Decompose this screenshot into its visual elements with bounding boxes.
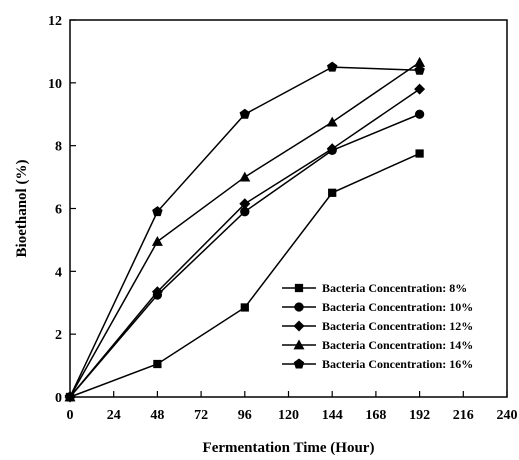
- x-tick-label: 216: [453, 408, 474, 423]
- x-tick-label: 144: [322, 408, 343, 423]
- data-point-s4-2: [151, 235, 163, 246]
- legend-label-1: Bacteria Concentration: 8%: [322, 281, 467, 295]
- data-point-s1-5: [415, 149, 424, 158]
- data-point-s2-5: [414, 109, 425, 119]
- data-point-s2-3: [240, 206, 250, 217]
- data-point-s5-1: [64, 391, 76, 402]
- data-point-s5-4: [326, 61, 338, 72]
- data-point-s1-3: [240, 303, 249, 312]
- legend-label-3: Bacteria Concentration: 12%: [322, 319, 473, 333]
- y-tick-label: 12: [48, 14, 62, 29]
- y-tick-label: 10: [48, 77, 62, 92]
- y-tick-label: 8: [55, 140, 62, 155]
- legend-label-4: Bacteria Concentration: 14%: [322, 338, 473, 352]
- data-point-s3-5: [414, 83, 426, 95]
- x-tick-label: 0: [67, 408, 74, 423]
- data-point-s4-3: [239, 171, 251, 182]
- legend-marker-1: [294, 283, 304, 293]
- data-point-s1-4: [328, 188, 337, 197]
- data-point-s3-4: [326, 143, 338, 155]
- data-point-s3-3: [239, 198, 251, 210]
- legend-marker-3: [293, 320, 305, 332]
- legend-label-5: Bacteria Concentration: 16%: [322, 357, 473, 371]
- x-tick-label: 24: [107, 408, 121, 423]
- series-markers: [64, 56, 426, 403]
- data-point-s4-4: [326, 116, 338, 127]
- y-tick-label: 0: [55, 391, 62, 406]
- data-point-s5-3: [239, 108, 251, 119]
- legend-marker-4: [293, 339, 305, 350]
- x-tick-label: 120: [278, 408, 299, 423]
- legend: Bacteria Concentration: 8% Bacteria Conce…: [282, 281, 473, 371]
- legend-label-2: Bacteria Concentration: 10%: [322, 300, 473, 314]
- x-axis-title: Fermentation Time (Hour): [203, 440, 375, 455]
- y-tick-label: 4: [55, 265, 62, 280]
- data-point-s5-2: [152, 206, 163, 217]
- legend-marker-2: [294, 302, 304, 312]
- data-point-s1-2: [153, 359, 162, 369]
- x-tick-label: 240: [497, 408, 518, 423]
- plot-frame: [69, 19, 508, 398]
- x-tick-label: 72: [194, 408, 208, 423]
- data-point-s5-5: [414, 64, 425, 75]
- y-tick-label: 2: [55, 328, 62, 343]
- x-tick-label: 48: [150, 408, 164, 423]
- x-tick-label: 168: [365, 408, 386, 423]
- x-tick-label: 96: [238, 408, 252, 423]
- legend-marker-5: [293, 358, 305, 369]
- data-point-s3-2: [151, 286, 163, 298]
- y-axis-title: Bioethanol (%): [14, 160, 30, 258]
- y-tick-label: 6: [55, 203, 62, 218]
- x-tick-label: 192: [409, 408, 430, 423]
- data-point-s4-5: [414, 56, 426, 67]
